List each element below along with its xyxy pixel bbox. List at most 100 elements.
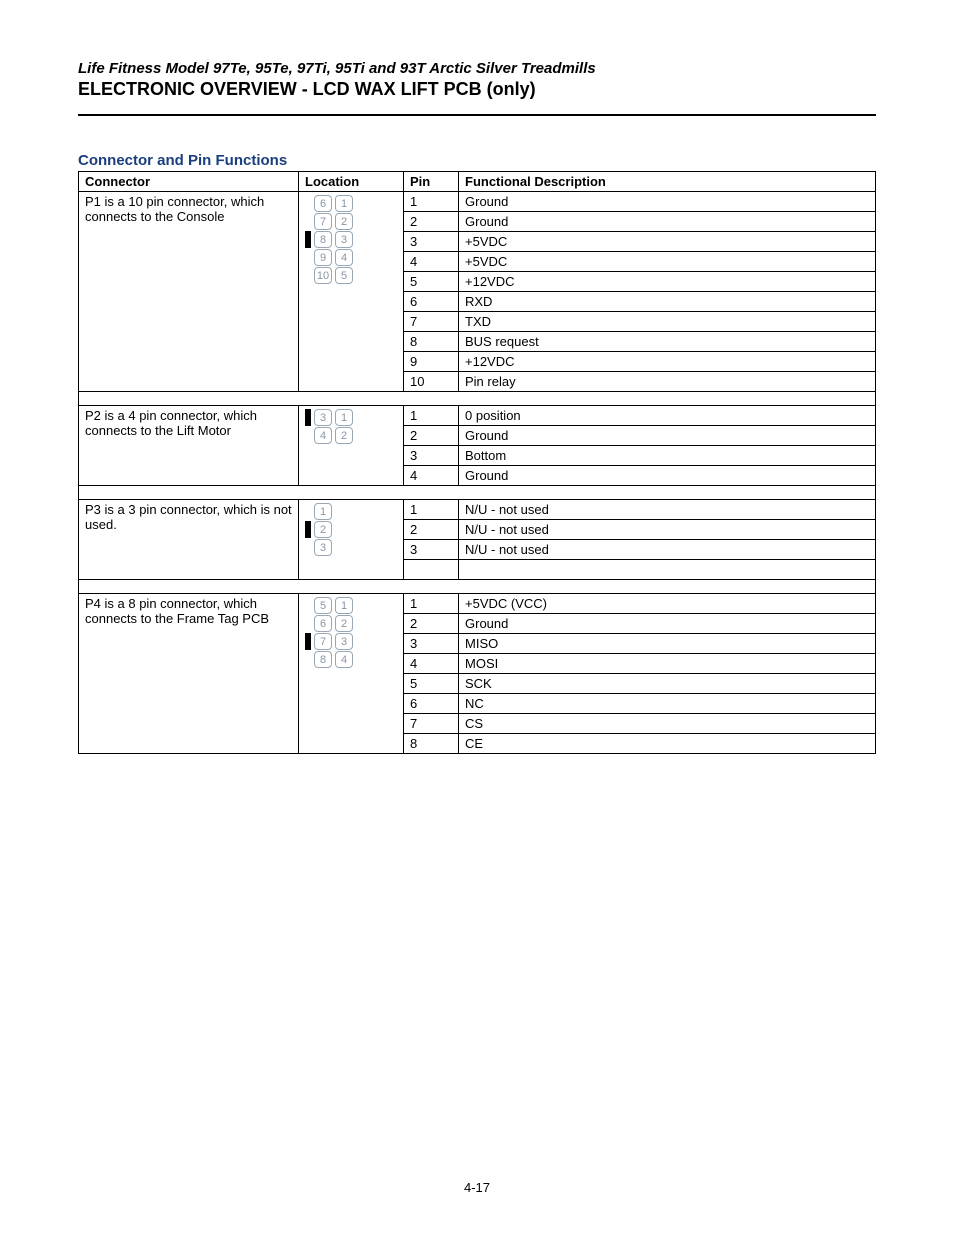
diagram-row: 51 bbox=[305, 597, 353, 614]
pin-cell: 8 bbox=[404, 332, 459, 352]
desc-cell: SCK bbox=[459, 674, 876, 694]
pin-cell: 1 bbox=[404, 192, 459, 212]
pin-box-10: 10 bbox=[314, 267, 332, 284]
desc-cell: BUS request bbox=[459, 332, 876, 352]
desc-cell: Pin relay bbox=[459, 372, 876, 392]
connector-cell: P2 is a 4 pin connector, which connects … bbox=[79, 406, 299, 486]
diagram-row: 94 bbox=[305, 249, 353, 266]
pin-cell bbox=[404, 560, 459, 580]
desc-cell: MOSI bbox=[459, 654, 876, 674]
table-row: P3 is a 3 pin connector, which is not us… bbox=[79, 500, 876, 520]
pin-box-4: 4 bbox=[335, 249, 353, 266]
pin-cell: 2 bbox=[404, 520, 459, 540]
col-location: Location bbox=[299, 172, 404, 192]
table-header-row: Connector Location Pin Functional Descri… bbox=[79, 172, 876, 192]
pin-box-8: 8 bbox=[314, 231, 332, 248]
pin-cell: 2 bbox=[404, 212, 459, 232]
connector-cell: P4 is a 8 pin connector, which connects … bbox=[79, 594, 299, 754]
diagram-row: 31 bbox=[305, 409, 353, 426]
diagram-row: 83 bbox=[305, 231, 353, 248]
diagram-row: 42 bbox=[305, 427, 353, 444]
pin-box-6: 6 bbox=[314, 195, 332, 212]
desc-cell: MISO bbox=[459, 634, 876, 654]
diagram-row: 62 bbox=[305, 615, 353, 632]
pin-cell: 5 bbox=[404, 674, 459, 694]
col-pin: Pin bbox=[404, 172, 459, 192]
desc-cell: +12VDC bbox=[459, 352, 876, 372]
pin-box-6: 6 bbox=[314, 615, 332, 632]
desc-cell: NC bbox=[459, 694, 876, 714]
location-cell: 61728394105 bbox=[299, 192, 404, 392]
spacer-row bbox=[79, 392, 876, 406]
connector-table: Connector Location Pin Functional Descri… bbox=[78, 171, 876, 754]
col-connector: Connector bbox=[79, 172, 299, 192]
pin-cell: 2 bbox=[404, 426, 459, 446]
pin-box-1: 1 bbox=[335, 195, 353, 212]
connector-diagram: 123 bbox=[305, 502, 332, 557]
pin-box-2: 2 bbox=[335, 213, 353, 230]
pin-cell: 4 bbox=[404, 466, 459, 486]
desc-cell: TXD bbox=[459, 312, 876, 332]
connector-cell: P1 is a 10 pin connector, which connects… bbox=[79, 192, 299, 392]
desc-cell: +12VDC bbox=[459, 272, 876, 292]
pin-cell: 2 bbox=[404, 614, 459, 634]
pin-box-7: 7 bbox=[314, 633, 332, 650]
pin-cell: 1 bbox=[404, 594, 459, 614]
table-row: P2 is a 4 pin connector, which connects … bbox=[79, 406, 876, 426]
desc-cell: Ground bbox=[459, 426, 876, 446]
page-subtitle: Life Fitness Model 97Te, 95Te, 97Ti, 95T… bbox=[78, 60, 876, 77]
desc-cell: CE bbox=[459, 734, 876, 754]
pin-cell: 3 bbox=[404, 446, 459, 466]
diagram-row: 72 bbox=[305, 213, 353, 230]
pin-cell: 8 bbox=[404, 734, 459, 754]
table-row: P4 is a 8 pin connector, which connects … bbox=[79, 594, 876, 614]
page-number: 4-17 bbox=[0, 1180, 954, 1195]
desc-cell: CS bbox=[459, 714, 876, 734]
diagram-row: 73 bbox=[305, 633, 353, 650]
pin-box-1: 1 bbox=[314, 503, 332, 520]
pin-box-3: 3 bbox=[314, 539, 332, 556]
desc-cell: Ground bbox=[459, 192, 876, 212]
connector-diagram: 61728394105 bbox=[305, 194, 353, 285]
key-notch bbox=[305, 409, 311, 426]
pin-box-2: 2 bbox=[335, 615, 353, 632]
diagram-row: 84 bbox=[305, 651, 353, 668]
spacer-cell bbox=[79, 580, 876, 594]
document-page: Life Fitness Model 97Te, 95Te, 97Ti, 95T… bbox=[0, 0, 954, 1235]
desc-cell bbox=[459, 560, 876, 580]
desc-cell: 0 position bbox=[459, 406, 876, 426]
desc-cell: RXD bbox=[459, 292, 876, 312]
pin-box-2: 2 bbox=[314, 521, 332, 538]
connector-diagram: 3142 bbox=[305, 408, 353, 445]
location-cell: 3142 bbox=[299, 406, 404, 486]
table-row: P1 is a 10 pin connector, which connects… bbox=[79, 192, 876, 212]
pin-box-5: 5 bbox=[314, 597, 332, 614]
key-notch bbox=[305, 633, 311, 650]
key-notch bbox=[305, 521, 311, 538]
diagram-row: 1 bbox=[305, 503, 332, 520]
pin-cell: 7 bbox=[404, 714, 459, 734]
pin-box-3: 3 bbox=[335, 633, 353, 650]
pin-box-8: 8 bbox=[314, 651, 332, 668]
desc-cell: +5VDC (VCC) bbox=[459, 594, 876, 614]
pin-cell: 3 bbox=[404, 232, 459, 252]
desc-cell: N/U - not used bbox=[459, 520, 876, 540]
spacer-row bbox=[79, 486, 876, 500]
section-heading: Connector and Pin Functions bbox=[78, 152, 876, 169]
pin-cell: 4 bbox=[404, 252, 459, 272]
connector-cell: P3 is a 3 pin connector, which is not us… bbox=[79, 500, 299, 580]
desc-cell: +5VDC bbox=[459, 232, 876, 252]
pin-cell: 3 bbox=[404, 540, 459, 560]
pin-box-5: 5 bbox=[335, 267, 353, 284]
diagram-row: 105 bbox=[305, 267, 353, 284]
pin-cell: 6 bbox=[404, 694, 459, 714]
pin-box-1: 1 bbox=[335, 597, 353, 614]
page-title: ELECTRONIC OVERVIEW - LCD WAX LIFT PCB (… bbox=[78, 79, 876, 100]
pin-cell: 4 bbox=[404, 654, 459, 674]
desc-cell: Ground bbox=[459, 212, 876, 232]
desc-cell: N/U - not used bbox=[459, 540, 876, 560]
location-cell: 51627384 bbox=[299, 594, 404, 754]
spacer-row bbox=[79, 580, 876, 594]
desc-cell: Ground bbox=[459, 466, 876, 486]
pin-cell: 1 bbox=[404, 500, 459, 520]
